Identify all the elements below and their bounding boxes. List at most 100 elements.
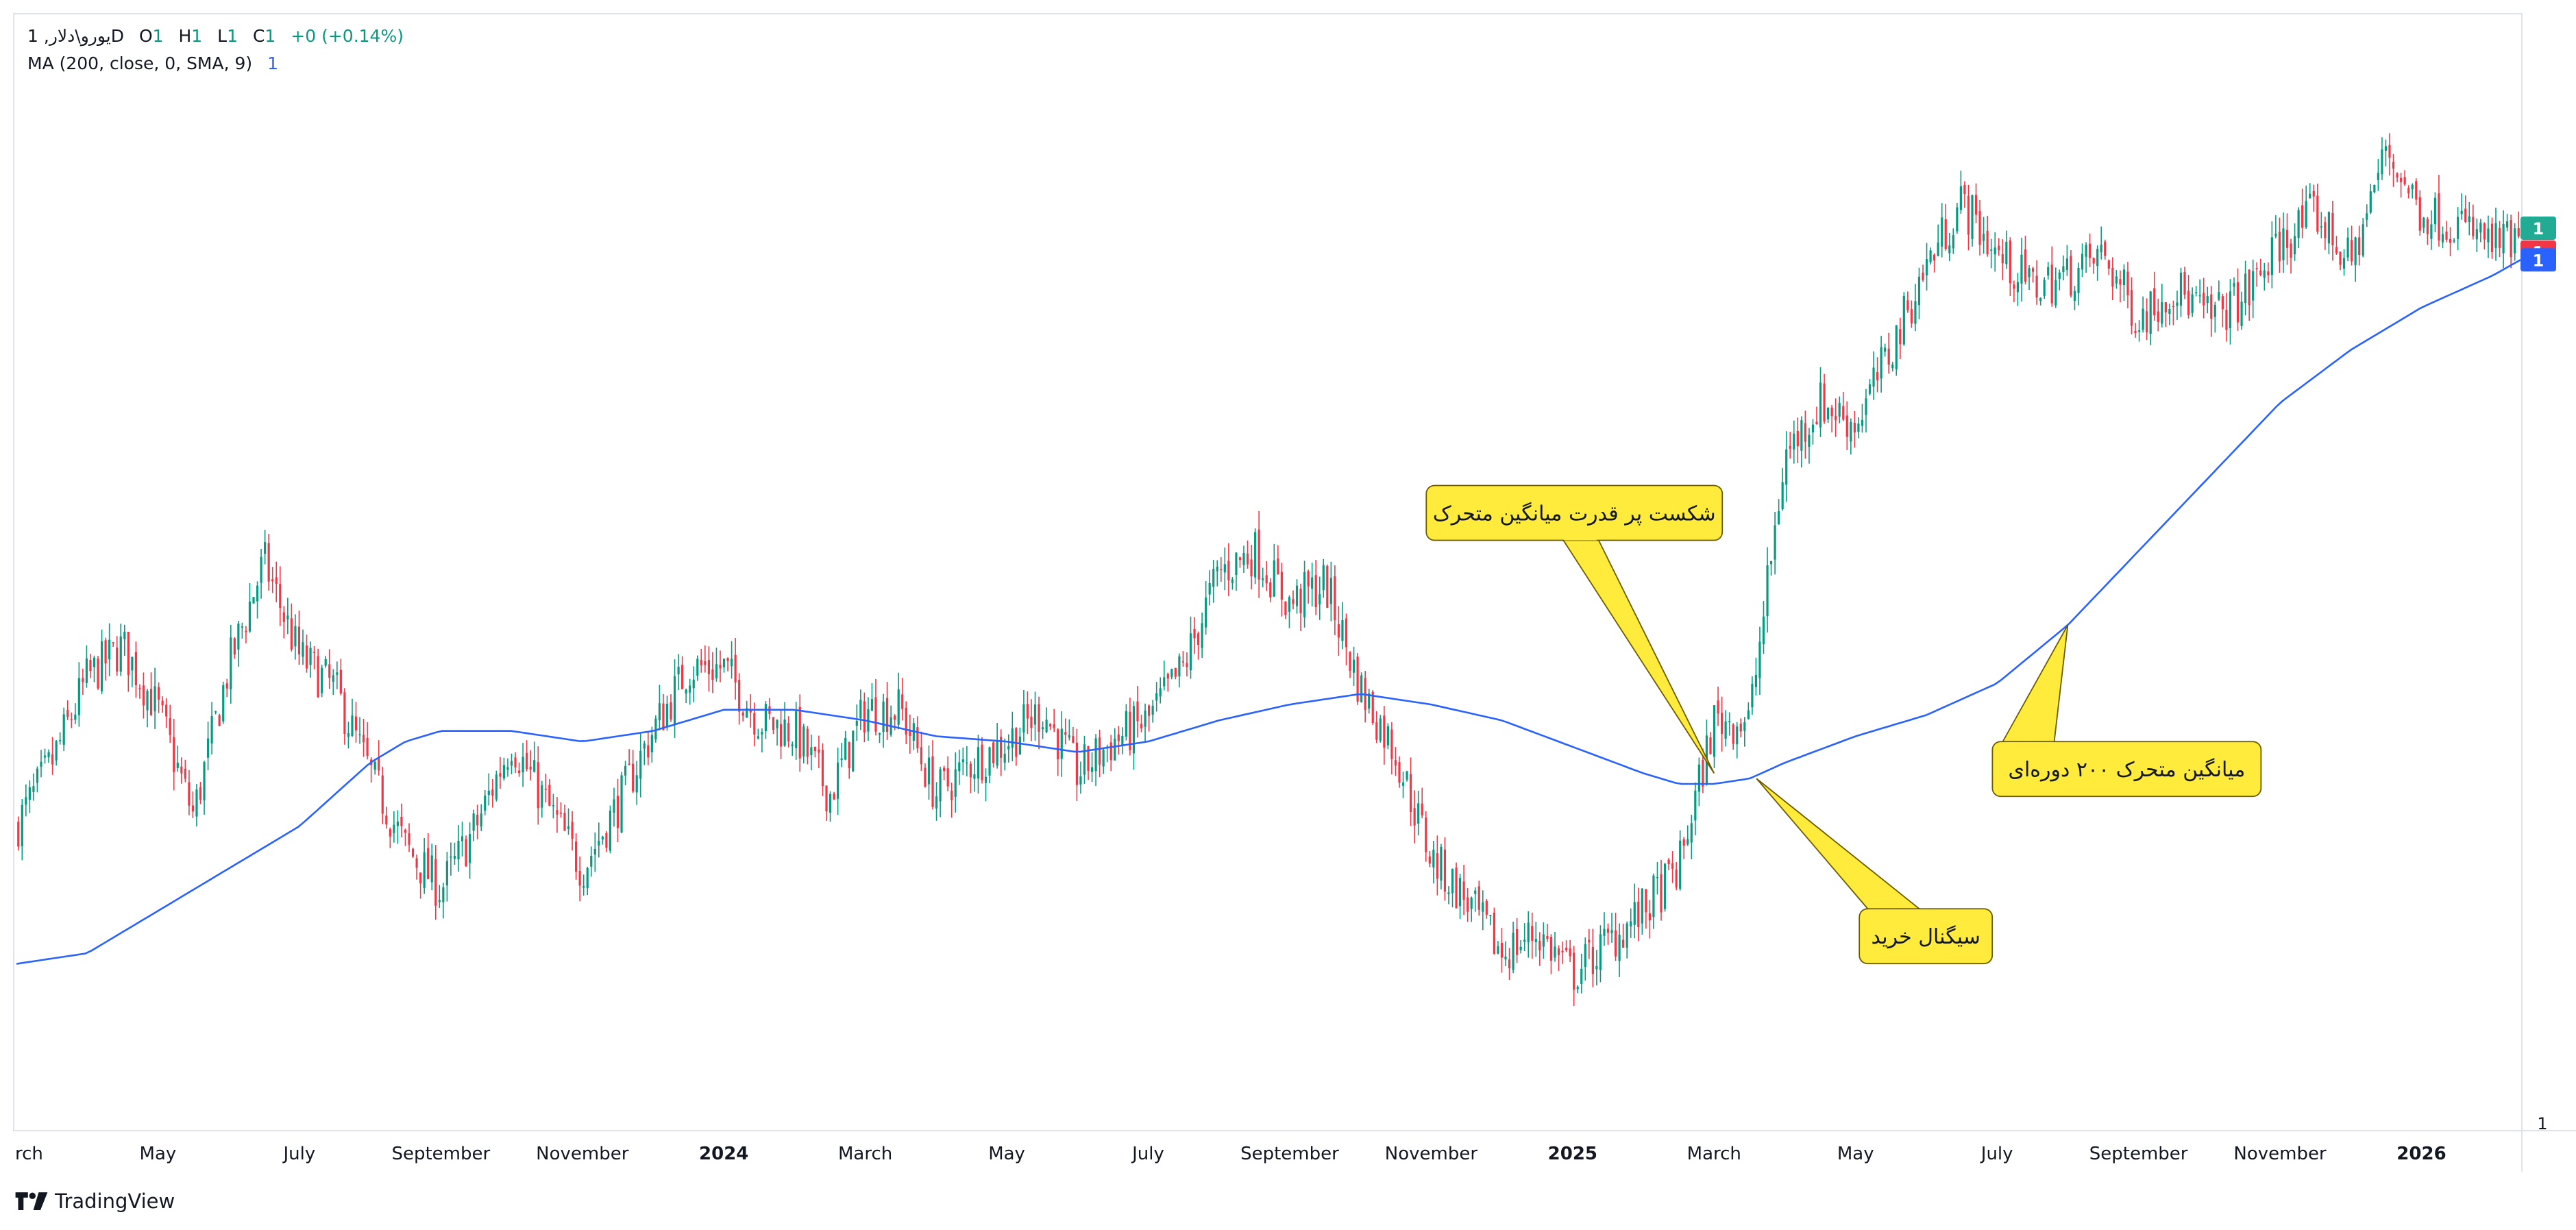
candle [93,655,96,682]
candle [2031,267,2035,283]
candles-group [17,133,2520,1007]
candle [2122,264,2126,302]
callout[interactable]: میانگین متحرک ۲۰۰ دوره‌ای [1991,624,2262,798]
candle [696,655,699,681]
candle [526,740,528,772]
candle [1713,705,1716,768]
candle [1273,543,1275,598]
candle [468,822,471,879]
candle [2168,303,2171,325]
candle [1242,545,1245,574]
candle [2035,260,2038,305]
candle [1561,942,1564,964]
candle [563,804,566,831]
candle [1937,224,1939,257]
candle [2430,210,2433,250]
candle [1686,825,1689,846]
candle [2054,267,2057,308]
candle [2172,300,2175,325]
candle [1694,782,1697,836]
candle [575,833,578,880]
candle [1386,723,1389,750]
candle [689,678,691,705]
candle [324,656,327,668]
candle [2510,214,2512,269]
candle [2418,190,2421,236]
candle [2415,178,2418,206]
candle [2092,257,2095,274]
candle [2297,207,2300,249]
ma-indicator-label[interactable]: MA (200, close, 0, SMA, 9) [27,53,253,73]
candle [1280,563,1283,617]
candle [419,872,422,899]
candle [1136,686,1139,738]
ma-200-line[interactable] [16,259,2521,965]
time-tick-label: July [1980,1144,2013,1164]
candle [1603,912,1606,946]
candle [1546,924,1549,942]
price-badge: 1 [2520,248,2556,272]
candle [1470,896,1473,922]
candle [1053,709,1055,733]
candle [1576,985,1579,994]
candle [297,610,301,665]
candle [305,635,308,673]
candle [2475,218,2478,252]
candle [51,737,54,775]
candle [2290,238,2292,274]
candle [138,684,141,699]
candle [840,743,843,767]
candle [195,784,198,827]
candle [1432,841,1435,884]
callout[interactable]: سیگنال خرید [1756,778,1994,965]
candle [541,780,543,817]
interval-label[interactable]: D [110,26,124,46]
candle [711,652,714,693]
candle [2115,270,2118,289]
candle [954,752,957,813]
symbol-name[interactable]: 1 ,یورو\دلار [27,26,111,46]
candle [1641,888,1643,935]
low-value: L1 [217,26,238,46]
candle [1205,581,1207,635]
candle [916,716,919,753]
tradingview-logo-icon [15,1192,48,1210]
candle [1144,703,1146,741]
candle [2221,293,2224,328]
candle [2339,251,2342,271]
candle [2487,215,2490,258]
candle [502,757,506,781]
callout[interactable]: شکست پر قدرت میانگین متحرک [1425,484,1724,774]
candle [1087,746,1090,780]
candle [1421,787,1423,819]
candle [779,711,783,759]
candle [639,733,642,798]
candle [309,641,312,678]
candle [670,694,672,722]
candle [685,688,687,704]
candle [1258,511,1260,598]
candle [1652,873,1655,929]
candle [396,810,400,844]
callout-text: شکست پر قدرت میانگین متحرک [1433,502,1716,526]
candle [1899,317,1902,360]
candle [1667,858,1670,870]
time-tick-label: November [536,1144,629,1164]
time-tick-label: 2025 [1548,1144,1597,1164]
candle [472,809,475,841]
time-tick-label: September [1240,1144,1339,1164]
candle [1762,601,1765,654]
time-tick-label: July [1131,1144,1164,1164]
candle [332,669,334,696]
time-tick-label: May [140,1144,177,1164]
candle [586,866,589,896]
candle [1352,646,1356,686]
candle [149,672,153,716]
candle [450,842,452,876]
candle [2494,208,2497,261]
tradingview-brand[interactable]: TradingView [15,1190,175,1213]
candle [89,654,92,678]
candle [2043,277,2046,299]
